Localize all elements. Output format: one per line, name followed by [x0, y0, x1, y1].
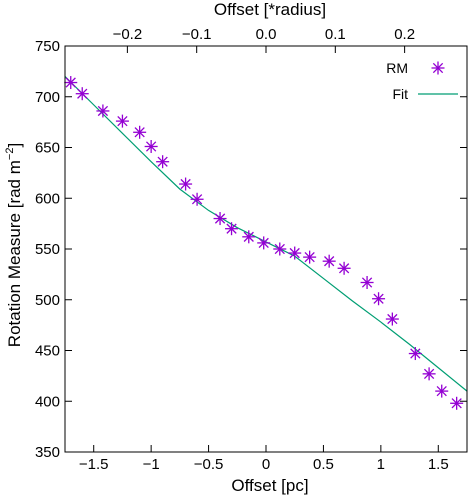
- rm-point: [144, 139, 158, 153]
- x2-tick-label: 0.0: [256, 26, 277, 43]
- y-tick-label: 550: [35, 241, 60, 258]
- x-tick-label: −1: [143, 456, 160, 473]
- x-tick-label: 1.5: [428, 456, 449, 473]
- rm-point: [225, 222, 239, 236]
- tick-labels: −1.5 −1 −0.5 0 0.5 1 1.5 −0.2 −0.1 0.0 0.1 0.2 350 40…: [35, 26, 449, 473]
- y-tick-label: 650: [35, 140, 60, 157]
- rm-point: [242, 230, 256, 244]
- legend: RM Fit: [386, 60, 458, 102]
- x-tick-label: 1: [377, 456, 385, 473]
- x-tick-label: 0.5: [313, 456, 334, 473]
- x2-tick-label: −0.2: [113, 26, 143, 43]
- rm-point: [360, 275, 374, 289]
- y-tick-label: 500: [35, 292, 60, 309]
- fit-series: [64, 76, 468, 392]
- x-tick-label: 0: [262, 456, 270, 473]
- rm-point: [133, 125, 147, 139]
- rm-point: [408, 347, 422, 361]
- x-tick-label: −1.5: [79, 456, 109, 473]
- rm-point: [322, 254, 336, 268]
- rm-point: [273, 242, 287, 256]
- x2-tick-label: 0.1: [325, 26, 346, 43]
- rm-point: [337, 261, 351, 275]
- rm-point: [96, 104, 110, 118]
- fit-line: [64, 76, 468, 392]
- rm-point: [156, 155, 170, 169]
- x2-axis-title: Offset [*radius]: [214, 0, 326, 19]
- y-axis-title-main: Rotation Measure [rad m: [5, 160, 24, 347]
- legend-label-fit: Fit: [392, 86, 408, 102]
- rm-point: [435, 384, 449, 398]
- y-axis-title-close: ]: [5, 143, 24, 148]
- y-axis-title: Rotation Measure [rad m−2]: [4, 143, 24, 347]
- x-axis-title: Offset [pc]: [231, 476, 308, 495]
- y-tick-label: 350: [35, 444, 60, 461]
- x2-tick-label: 0.2: [394, 26, 415, 43]
- rm-point: [422, 367, 436, 381]
- plot-frame: [64, 45, 468, 453]
- rm-point: [179, 177, 193, 191]
- legend-rm-star: [431, 61, 445, 75]
- tick-marks: [65, 45, 467, 453]
- y-axis-title-sup: −2: [4, 148, 16, 161]
- y-tick-label: 600: [35, 190, 60, 207]
- rm-point: [64, 76, 78, 90]
- legend-marker-rm: [431, 61, 445, 75]
- y-tick-label: 450: [35, 343, 60, 360]
- y-tick-label: 750: [35, 38, 60, 55]
- x-tick-label: −0.5: [194, 456, 224, 473]
- rm-point: [75, 87, 89, 101]
- rm-point: [372, 292, 386, 306]
- rm-series: [64, 76, 464, 410]
- rm-point: [288, 246, 302, 260]
- y-tick-label: 700: [35, 89, 60, 106]
- x2-tick-label: −0.1: [182, 26, 212, 43]
- rm-point: [385, 312, 399, 326]
- rm-point: [303, 250, 317, 264]
- rm-point: [190, 192, 204, 206]
- rm-point: [115, 114, 129, 128]
- rm-point: [213, 212, 227, 226]
- legend-label-rm: RM: [386, 60, 408, 76]
- rm-point: [450, 396, 464, 410]
- y-tick-label: 400: [35, 393, 60, 410]
- rm-point: [257, 236, 271, 250]
